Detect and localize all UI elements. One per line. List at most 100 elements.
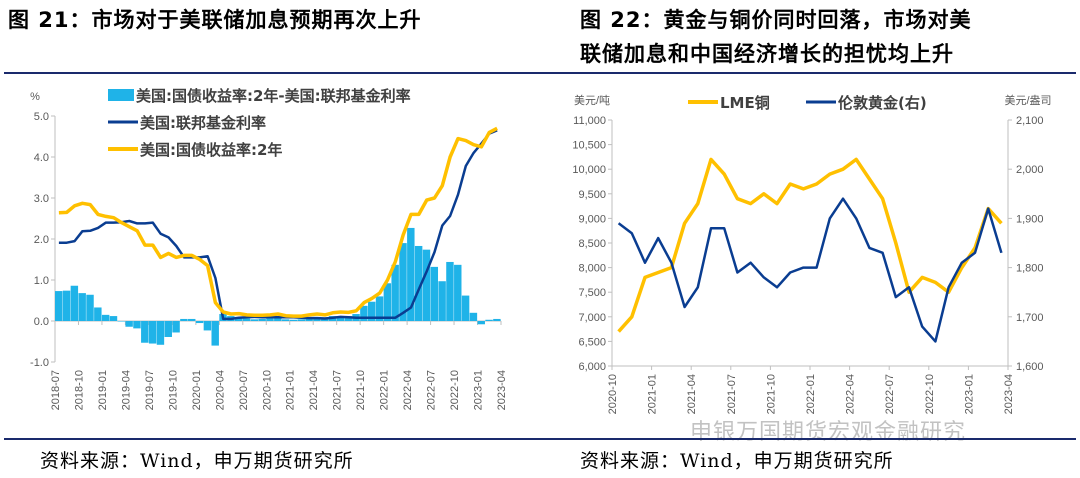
spread-bar: [383, 283, 392, 321]
x-tick-label: 2021-04: [308, 370, 320, 410]
spread-bar: [70, 285, 79, 321]
x-tick-label: 2019-07: [144, 370, 156, 410]
y-axis-right-label: 美元/盎司: [1004, 93, 1051, 107]
y-axis-label: %: [30, 91, 40, 103]
y-tick-label: 7,500: [578, 287, 606, 299]
y-tick-label: -1.0: [30, 357, 49, 369]
spread-bar: [446, 261, 454, 321]
x-tick-label: 2020-10: [261, 370, 273, 410]
spread-bar: [399, 243, 407, 321]
spread-bar: [86, 294, 94, 321]
y-right-tick-label: 1,700: [1016, 312, 1044, 324]
series-line-0: [617, 157, 1003, 333]
spread-bar: [461, 295, 470, 321]
x-tick-label: 2022-07: [426, 370, 438, 410]
x-tick-label: 2022-01: [379, 370, 391, 410]
spread-bar: [305, 317, 313, 321]
spread-bar: [125, 321, 133, 327]
y-tick-label: 11,000: [573, 115, 606, 127]
watermark: 申银万国期货宏观金融研究: [690, 420, 967, 445]
x-tick-label: 2020-01: [191, 370, 203, 410]
y-tick-label: 7,000: [578, 312, 606, 324]
spread-bar: [94, 307, 102, 321]
x-tick-label: 2020-04: [214, 370, 226, 410]
spread-bar: [188, 318, 196, 321]
x-tick-label: 2023-01: [473, 370, 485, 410]
right-figure-title-line1: 图 22：黄金与铜价同时回落，市场对美: [580, 8, 972, 32]
spread-bar: [250, 319, 259, 321]
spread-bar: [469, 312, 478, 321]
x-tick-label: 2019-04: [120, 370, 132, 410]
x-tick-label: 2018-10: [73, 370, 85, 410]
x-tick-label: 2023-04: [496, 370, 508, 410]
spread-bar: [164, 321, 172, 337]
x-tick-label: 2021-10: [765, 374, 777, 414]
x-tick-label: 2023-04: [1003, 374, 1015, 414]
left-source: 资料来源：Wind，申万期货研究所: [40, 450, 354, 472]
x-tick-label: 2022-04: [845, 374, 857, 414]
spread-bar: [55, 291, 63, 321]
spread-bar: [438, 281, 446, 321]
y-tick-label: 4.0: [34, 152, 49, 164]
spread-bar: [117, 321, 126, 322]
spread-bar: [430, 266, 439, 321]
legend-label: 伦敦黄金(右): [838, 94, 927, 112]
y-tick-label: 9,500: [578, 189, 606, 201]
x-tick-label: 2022-10: [449, 370, 461, 410]
spread-bar: [133, 321, 141, 329]
spread-bar: [242, 318, 251, 321]
x-tick-label: 2021-01: [285, 370, 297, 410]
y-tick-label: 5.0: [34, 111, 49, 123]
x-tick-label: 2021-01: [647, 374, 659, 414]
y-axis-label: 美元/吨: [574, 94, 610, 107]
x-tick-label: 2023-01: [963, 374, 975, 414]
y-tick-label: 6,500: [578, 336, 606, 348]
y-tick-label: 3.0: [34, 193, 49, 205]
y-tick-label: 8,000: [578, 263, 606, 275]
x-tick-label: 2019-10: [167, 370, 179, 410]
spread-bar: [391, 264, 399, 321]
spread-bar: [485, 319, 493, 321]
spread-bar: [477, 321, 485, 325]
spread-bar: [211, 321, 219, 346]
spread-bar: [203, 321, 212, 331]
legend-label: 美国:国债收益率:2年-美国:联邦基金利率: [136, 87, 411, 105]
y-right-tick-label: 1,900: [1016, 213, 1044, 225]
spread-bar: [78, 293, 86, 321]
y-right-tick-label: 1,800: [1016, 263, 1044, 275]
x-tick-label: 2020-07: [238, 370, 250, 410]
y-tick-label: 6,000: [578, 361, 606, 373]
x-tick-label: 2022-10: [924, 374, 936, 414]
y-right-tick-label: 2,100: [1016, 115, 1044, 127]
spread-bar: [266, 318, 274, 321]
spread-bar: [414, 245, 423, 321]
spread-bar: [336, 316, 345, 321]
series-line-1: [617, 197, 1003, 343]
x-tick-label: 2021-04: [686, 374, 698, 414]
spread-bar: [367, 301, 376, 321]
y-tick-label: 0.0: [34, 316, 49, 328]
y-tick-label: 8,500: [578, 238, 606, 250]
x-tick-label: 2022-01: [805, 374, 817, 414]
right-source: 资料来源：Wind，申万期货研究所: [580, 450, 894, 472]
series-line-2: [58, 126, 498, 318]
spread-bar: [156, 321, 165, 345]
spread-bar: [62, 290, 71, 321]
x-tick-label: 2021-07: [726, 374, 738, 414]
spread-bar: [422, 249, 431, 321]
y-tick-label: 10,500: [572, 140, 606, 152]
legend-label: LME铜: [720, 94, 770, 112]
x-tick-label: 2022-04: [402, 370, 414, 410]
spread-bar: [141, 321, 149, 343]
spread-bar: [289, 319, 298, 321]
left-figure-title: 图 21：市场对于美联储加息预期再次上升: [8, 8, 422, 32]
legend-label: 美国:联邦基金利率: [140, 114, 266, 132]
y-tick-label: 10,000: [572, 164, 606, 176]
spread-bar: [274, 317, 282, 321]
x-tick-label: 2019-01: [97, 370, 109, 410]
y-right-tick-label: 1,600: [1016, 361, 1044, 373]
spread-bar: [454, 264, 462, 321]
spread-bar: [407, 227, 415, 321]
x-tick-label: 2021-07: [332, 370, 344, 410]
